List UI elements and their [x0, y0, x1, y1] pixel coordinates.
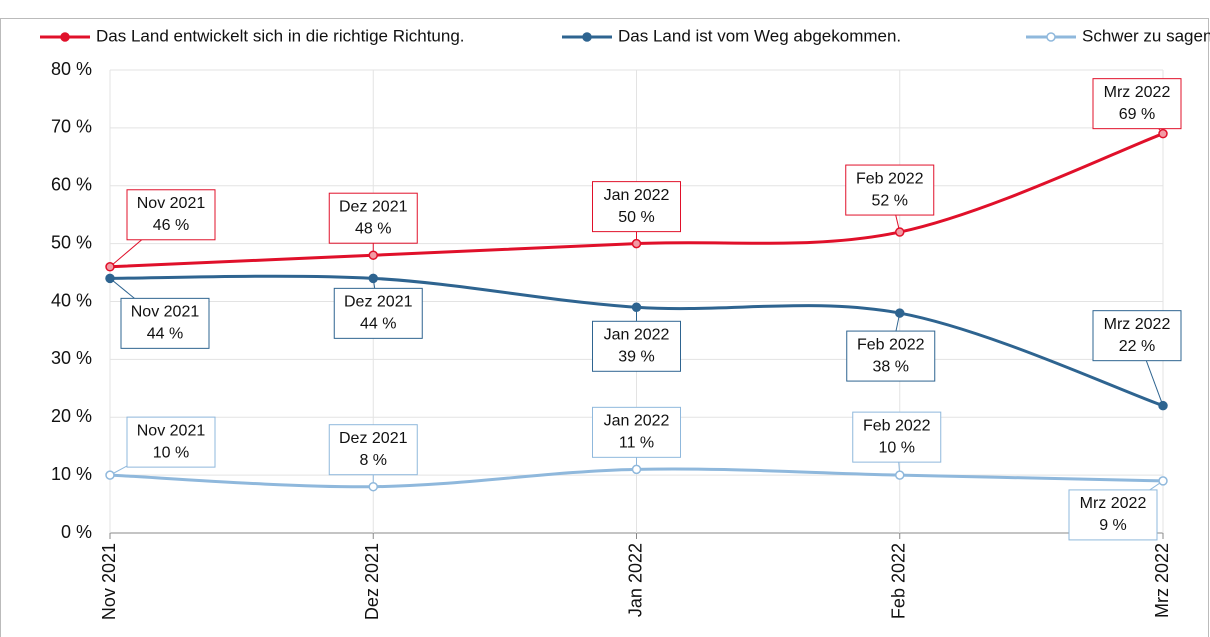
point	[368, 481, 378, 492]
data-label-value: 8 %	[359, 452, 387, 469]
data-label-category: Feb 2022	[857, 336, 925, 353]
point	[368, 250, 378, 260]
y-tick-label: 40 %	[51, 290, 92, 310]
data-label-category: Dez 2021	[339, 430, 408, 447]
data-label-box	[126, 189, 216, 241]
data-label-box	[592, 181, 681, 233]
data-label-value: 69 %	[1119, 106, 1155, 123]
data-label-value: 44 %	[147, 326, 183, 343]
data-label-category: Mrz 2022	[1080, 495, 1147, 512]
x-tick-label: Feb 2022	[889, 543, 909, 619]
y-tick-label: 80 %	[51, 59, 92, 79]
data-label-box	[846, 330, 936, 382]
data-label-value: 52 %	[872, 192, 908, 209]
point	[895, 308, 905, 318]
data-label-value: 9 %	[1099, 517, 1127, 534]
legend-marker	[60, 32, 70, 42]
data-label-category: Mrz 2022	[1104, 84, 1171, 101]
data-label-category: Nov 2021	[137, 195, 206, 212]
point	[895, 470, 905, 480]
y-tick-label: 60 %	[51, 175, 92, 195]
y-tick-label: 70 %	[51, 117, 92, 137]
data-label-category: Nov 2021	[137, 422, 206, 439]
point	[631, 238, 642, 249]
data-label-category: Jan 2022	[604, 187, 670, 204]
legend-marker	[582, 32, 592, 42]
y-tick-label: 20 %	[51, 406, 92, 426]
data-label-box	[126, 416, 216, 468]
data-label-category: Feb 2022	[856, 170, 924, 187]
point	[368, 273, 378, 284]
data-label-category: Jan 2022	[604, 327, 670, 344]
x-tick-label: Nov 2021	[99, 543, 119, 620]
data-label-value: 38 %	[873, 358, 909, 375]
data-label-category: Dez 2021	[344, 294, 413, 311]
data-label-box	[592, 406, 681, 458]
chart-frame	[0, 18, 1209, 637]
data-label-box	[333, 287, 423, 339]
point	[1158, 128, 1168, 139]
data-label-category: Nov 2021	[131, 304, 200, 321]
point	[105, 470, 115, 480]
legend-label: Das Land entwickelt sich in die richtige…	[96, 26, 465, 45]
data-label-box	[1068, 489, 1158, 541]
data-label-category: Dez 2021	[339, 198, 408, 215]
data-label-value: 11 %	[619, 435, 654, 452]
data-label-box	[592, 320, 681, 372]
data-label-value: 10 %	[879, 439, 915, 456]
legend-marker	[1046, 32, 1056, 42]
point	[105, 273, 115, 284]
data-label-value: 50 %	[618, 209, 654, 226]
y-tick-label: 0 %	[61, 522, 92, 542]
data-label-category: Feb 2022	[863, 417, 931, 434]
point	[1158, 476, 1168, 486]
y-tick-label: 30 %	[51, 348, 92, 368]
data-label-category: Jan 2022	[604, 413, 670, 430]
data-label-value: 39 %	[618, 349, 654, 366]
data-label-value: 10 %	[153, 444, 189, 461]
legend-label: Schwer zu sagen.	[1082, 26, 1210, 45]
data-label-box	[328, 424, 418, 476]
point	[1158, 400, 1168, 411]
y-tick-label: 50 %	[51, 232, 92, 252]
data-label-box	[328, 192, 418, 244]
y-tick-label: 10 %	[51, 464, 92, 484]
x-tick-label: Jan 2022	[625, 543, 645, 617]
point	[105, 262, 115, 272]
legend-label: Das Land ist vom Weg abgekommen.	[618, 26, 901, 45]
data-label-box	[120, 297, 210, 349]
point	[895, 227, 905, 237]
data-label-box	[852, 411, 942, 463]
point	[631, 464, 642, 475]
data-label-value: 46 %	[153, 217, 189, 234]
data-label-box	[1092, 78, 1182, 130]
data-label-value: 48 %	[355, 220, 391, 237]
data-label-value: 22 %	[1119, 338, 1155, 355]
data-label-value: 44 %	[360, 316, 396, 333]
x-tick-label: Dez 2021	[362, 543, 382, 620]
point	[631, 302, 642, 313]
data-label-category: Mrz 2022	[1104, 316, 1171, 333]
data-label-box	[1092, 310, 1182, 362]
data-label-box	[845, 164, 935, 216]
x-tick-label: Mrz 2022	[1152, 543, 1172, 618]
